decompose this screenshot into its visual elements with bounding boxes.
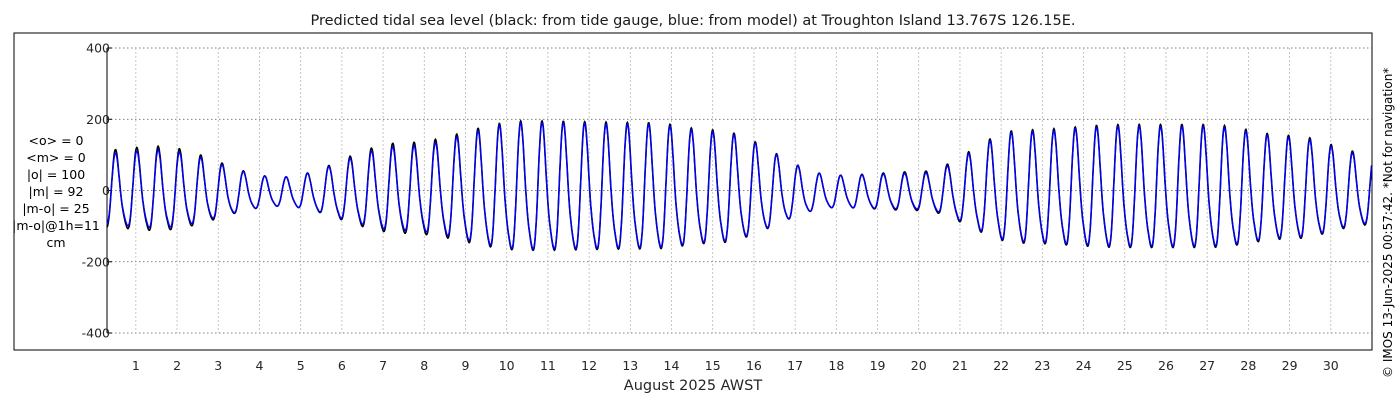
x-tick-label: 5 (297, 358, 305, 373)
x-axis-label: August 2025 AWST (624, 378, 763, 394)
x-tick-label: 2 (173, 358, 181, 373)
y-tick-label: 0 (102, 183, 110, 198)
y-tick-label: 400 (86, 41, 110, 56)
y-axis: -400 -200 0 200 400 (82, 41, 112, 341)
series-line-model (106, 121, 1373, 250)
x-tick-label: 16 (746, 358, 762, 373)
x-tick-label: 7 (379, 358, 387, 373)
x-tick-label: 25 (1117, 358, 1133, 373)
x-axis: 1 2 3 4 5 6 7 8 9 10 11 12 13 14 15 16 17 18 19 20 21 22 23 24 2… (132, 358, 1339, 373)
y-tick-label: 200 (86, 112, 110, 127)
x-tick-label: 18 (828, 358, 844, 373)
outer-frame (13, 32, 1373, 351)
x-tick-label: 27 (1199, 358, 1215, 373)
x-tick-label: 23 (1034, 358, 1050, 373)
x-tick-label: 13 (622, 358, 638, 373)
stat-line: |m| = 92 (29, 184, 84, 199)
x-tick-label: 10 (499, 358, 515, 373)
stat-line: cm (46, 235, 65, 250)
chart-title: Predicted tidal sea level (black: from t… (310, 13, 1075, 29)
x-tick-label: 9 (462, 358, 470, 373)
x-tick-label: 6 (338, 358, 346, 373)
stat-line: |m-o| = 25 (22, 201, 89, 216)
x-tick-label: 28 (1240, 358, 1256, 373)
x-tick-label: 29 (1282, 358, 1298, 373)
y-tick-label: -400 (82, 326, 110, 341)
x-tick-label: 21 (952, 358, 968, 373)
x-tick-label: 15 (705, 358, 721, 373)
x-tick-label: 3 (214, 358, 222, 373)
series-lines (106, 119, 1373, 252)
stats-box: <o> = 0 <m> = 0 |o| = 100 |m| = 92 |m-o| = 2… (12, 133, 100, 250)
x-tick-label: 26 (1158, 358, 1174, 373)
x-tick-label: 4 (255, 358, 263, 373)
copyright-note: © IMOS 13-Jun-2025 00:57:42. *Not for na… (1381, 68, 1395, 378)
x-tick-label: 14 (664, 358, 680, 373)
x-tick-label: 20 (911, 358, 927, 373)
y-tick-label: -200 (82, 254, 110, 269)
x-tick-label: 8 (420, 358, 428, 373)
x-tick-label: 22 (993, 358, 1009, 373)
x-tick-label: 11 (540, 358, 556, 373)
x-tick-label: 12 (581, 358, 597, 373)
x-tick-label: 17 (787, 358, 803, 373)
x-tick-label: 30 (1323, 358, 1339, 373)
stat-line: |o| = 100 (27, 167, 85, 182)
stat-line: <o> = 0 (29, 133, 84, 148)
stat-line: |m-o|@1h=11 (12, 218, 100, 233)
stat-line: <m> = 0 (26, 150, 86, 165)
x-tick-label: 19 (870, 358, 886, 373)
x-tick-label: 24 (1076, 358, 1092, 373)
x-tick-label: 1 (132, 358, 140, 373)
